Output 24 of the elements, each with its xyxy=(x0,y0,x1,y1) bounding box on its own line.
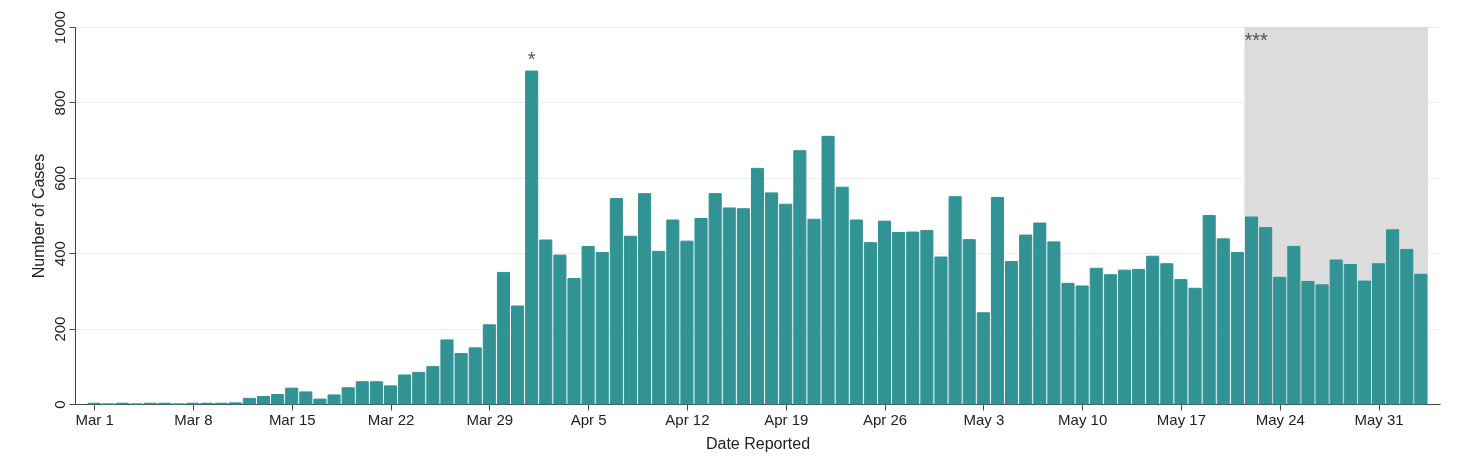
x-tick-label: May 24 xyxy=(1255,410,1305,428)
y-tick-label: 800 xyxy=(50,90,68,116)
x-tick-label: May 31 xyxy=(1354,410,1404,428)
y-axis-title: Number of Cases xyxy=(29,153,47,279)
y-tick-label: 600 xyxy=(50,165,68,191)
y-tick-label: 200 xyxy=(50,316,68,342)
x-axis-title: Date Reported xyxy=(705,434,811,452)
x-tick-label: Mar 29 xyxy=(466,410,514,428)
x-tick-label: May 17 xyxy=(1156,410,1207,428)
x-tick-label: Apr 19 xyxy=(764,410,809,428)
x-tick-label: Mar 8 xyxy=(174,410,213,428)
y-tick-label: 0 xyxy=(50,400,68,409)
x-tick-label: May 10 xyxy=(1058,410,1108,428)
band-label: *** xyxy=(1244,29,1269,51)
x-tick-label: Mar 22 xyxy=(367,410,415,428)
x-tick-label: Apr 5 xyxy=(570,410,607,428)
x-tick-label: Apr 26 xyxy=(862,410,908,428)
annotation: * xyxy=(527,48,536,71)
x-tick-label: Mar 1 xyxy=(75,410,114,428)
y-tick-label: 400 xyxy=(50,241,68,267)
x-tick-label: May 3 xyxy=(963,410,1005,428)
x-tick-label: Apr 12 xyxy=(665,410,710,428)
x-tick-label: Mar 15 xyxy=(268,410,316,428)
y-tick-label: 1000 xyxy=(50,10,68,45)
